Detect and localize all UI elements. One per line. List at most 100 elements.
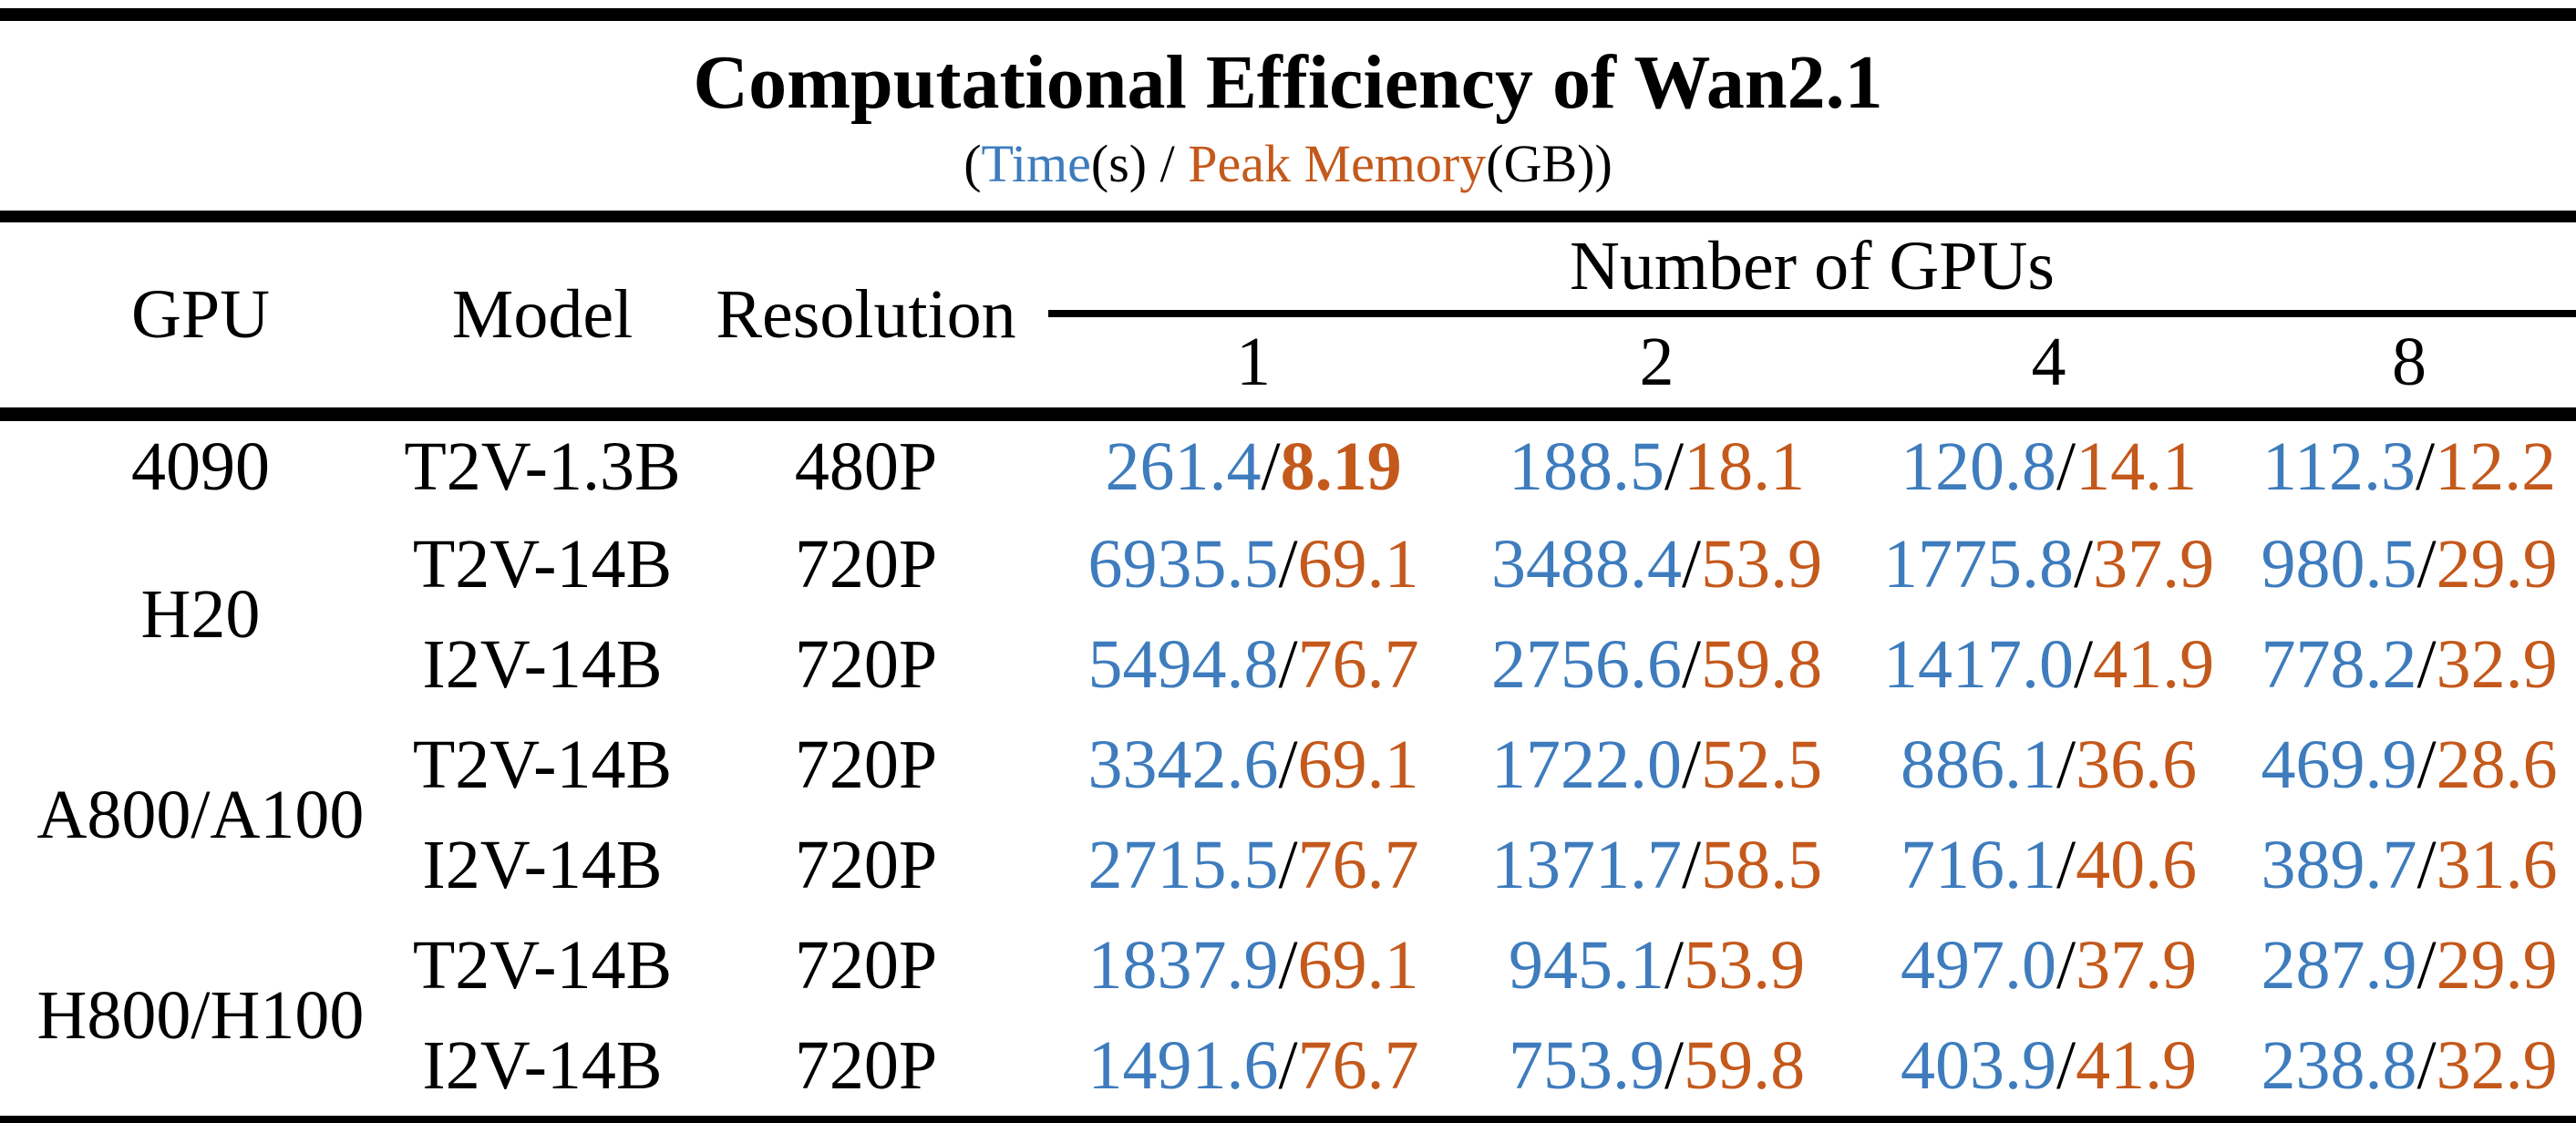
time-value: 6935.5 <box>1087 525 1279 603</box>
memory-value: 76.7 <box>1297 625 1419 703</box>
time-value: 778.2 <box>2261 625 2417 703</box>
value-separator: / <box>2056 1026 2076 1104</box>
memory-value: 12.2 <box>2435 428 2557 506</box>
time-value: 980.5 <box>2261 525 2417 603</box>
table-row: I2V-14B 720P 1491.6/76.7 753.9/59.8 403.… <box>0 1015 2576 1116</box>
value-cell: 1775.8/37.9 <box>1855 514 2242 614</box>
memory-value: 69.1 <box>1297 525 1419 603</box>
memory-value: 37.9 <box>2076 926 2198 1004</box>
value-cell: 6935.5/69.1 <box>1048 514 1458 614</box>
gpu-cell: H20 <box>140 575 261 653</box>
memory-unit-label: (GB) <box>1486 134 1595 193</box>
title-separator-rule <box>0 211 2576 222</box>
value-separator: / <box>2416 826 2437 903</box>
value-separator: / <box>2056 726 2076 803</box>
value-cell: 120.8/14.1 <box>1855 407 2242 514</box>
time-value: 3342.6 <box>1087 726 1279 803</box>
gpu-cell: A800/A100 <box>36 776 365 853</box>
header-number-of-gpus: Number of GPUs <box>1048 222 2576 317</box>
value-separator: / <box>1278 625 1298 703</box>
value-separator: / <box>1278 826 1298 903</box>
top-rule <box>0 8 2576 21</box>
memory-value: 36.6 <box>2076 726 2198 803</box>
table-subtitle: (Time(s) / Peak Memory(GB)) <box>0 121 2576 211</box>
value-cell: 716.1/40.6 <box>1855 815 2242 915</box>
table-title: Computational Efficiency of Wan2.1 <box>693 40 1883 125</box>
subtitle-separator: / <box>1147 134 1189 193</box>
header-gpu-count-2: 2 <box>1639 323 1674 400</box>
memory-value: 58.5 <box>1701 826 1823 903</box>
time-value: 261.4 <box>1105 428 1262 506</box>
memory-value: 18.1 <box>1684 428 1806 506</box>
value-separator: / <box>1664 1026 1685 1104</box>
value-separator: / <box>2056 826 2076 903</box>
memory-value: 32.9 <box>2436 1026 2558 1104</box>
value-cell: 3342.6/69.1 <box>1048 715 1458 815</box>
efficiency-table: GPU Model Resolution Number of GPUs 1 2 … <box>0 222 2576 1116</box>
resolution-cell: 720P <box>794 525 938 603</box>
time-value: 2715.5 <box>1087 826 1279 903</box>
memory-legend-label: Peak Memory <box>1188 134 1487 193</box>
memory-value: 59.8 <box>1701 625 1823 703</box>
time-value: 1417.0 <box>1882 625 2074 703</box>
value-separator: / <box>1261 428 1281 506</box>
memory-value: 76.7 <box>1297 1026 1419 1104</box>
table-row: I2V-14B 720P 5494.8/76.7 2756.6/59.8 141… <box>0 614 2576 715</box>
header-gpu-count-8: 8 <box>2392 323 2427 400</box>
header-gpu-count-1: 1 <box>1236 323 1271 400</box>
header-resolution: Resolution <box>716 275 1016 353</box>
time-value: 469.9 <box>2261 726 2417 803</box>
time-value: 403.9 <box>1900 1026 2056 1104</box>
value-cell: 1371.7/58.5 <box>1458 815 1855 915</box>
memory-value: 59.8 <box>1684 1026 1806 1104</box>
gpu-cell: 4090 <box>0 407 401 514</box>
time-value: 1775.8 <box>1882 525 2074 603</box>
value-separator: / <box>1278 926 1298 1004</box>
value-separator: / <box>2416 926 2437 1004</box>
time-value: 5494.8 <box>1087 625 1279 703</box>
table-row: H20 T2V-14B 720P 6935.5/69.1 3488.4/53.9… <box>0 514 2576 653</box>
time-value: 1837.9 <box>1087 926 1279 1004</box>
table-row: H800/H100 T2V-14B 720P 1837.9/69.1 945.1… <box>0 915 2576 1054</box>
value-separator: / <box>2056 428 2076 506</box>
memory-value: 53.9 <box>1684 926 1806 1004</box>
memory-value: 69.1 <box>1297 926 1419 1004</box>
time-value: 3488.4 <box>1490 525 1682 603</box>
memory-value: 31.6 <box>2436 826 2558 903</box>
value-cell: 287.9/29.9 <box>2242 915 2576 1015</box>
time-value: 753.9 <box>1508 1026 1664 1104</box>
value-separator: / <box>1278 726 1298 803</box>
memory-value: 53.9 <box>1701 525 1823 603</box>
memory-value: 29.9 <box>2436 525 2558 603</box>
memory-value: 32.9 <box>2436 625 2558 703</box>
value-separator: / <box>1278 525 1298 603</box>
model-cell: I2V-14B <box>422 1026 663 1104</box>
memory-value: 41.9 <box>2076 1026 2198 1104</box>
value-cell: 5494.8/76.7 <box>1048 614 1458 715</box>
time-value: 1491.6 <box>1087 1026 1279 1104</box>
value-separator: / <box>1664 428 1685 506</box>
value-cell: 3488.4/53.9 <box>1458 514 1855 614</box>
time-value: 945.1 <box>1508 926 1664 1004</box>
model-cell: T2V-14B <box>412 525 673 603</box>
subtitle-open-paren: ( <box>963 134 982 193</box>
model-cell: T2V-14B <box>412 726 673 803</box>
time-value: 2756.6 <box>1490 625 1682 703</box>
memory-value: 37.9 <box>2093 525 2215 603</box>
memory-value: 41.9 <box>2093 625 2215 703</box>
value-separator: / <box>2416 1026 2437 1104</box>
resolution-cell: 720P <box>794 926 938 1004</box>
value-separator: / <box>2073 625 2094 703</box>
value-cell: 188.5/18.1 <box>1458 407 1855 514</box>
value-cell: 389.7/31.6 <box>2242 815 2576 915</box>
model-cell: T2V-14B <box>412 926 673 1004</box>
value-cell: 261.4/8.19 <box>1048 407 1458 514</box>
value-separator: / <box>2073 525 2094 603</box>
value-cell: 469.9/28.6 <box>2242 715 2576 815</box>
value-separator: / <box>1664 926 1685 1004</box>
value-cell: 2715.5/76.7 <box>1048 815 1458 915</box>
memory-value: 40.6 <box>2076 826 2198 903</box>
value-cell: 945.1/53.9 <box>1458 915 1855 1015</box>
time-value: 238.8 <box>2261 1026 2417 1104</box>
resolution-cell: 720P <box>794 1026 938 1104</box>
